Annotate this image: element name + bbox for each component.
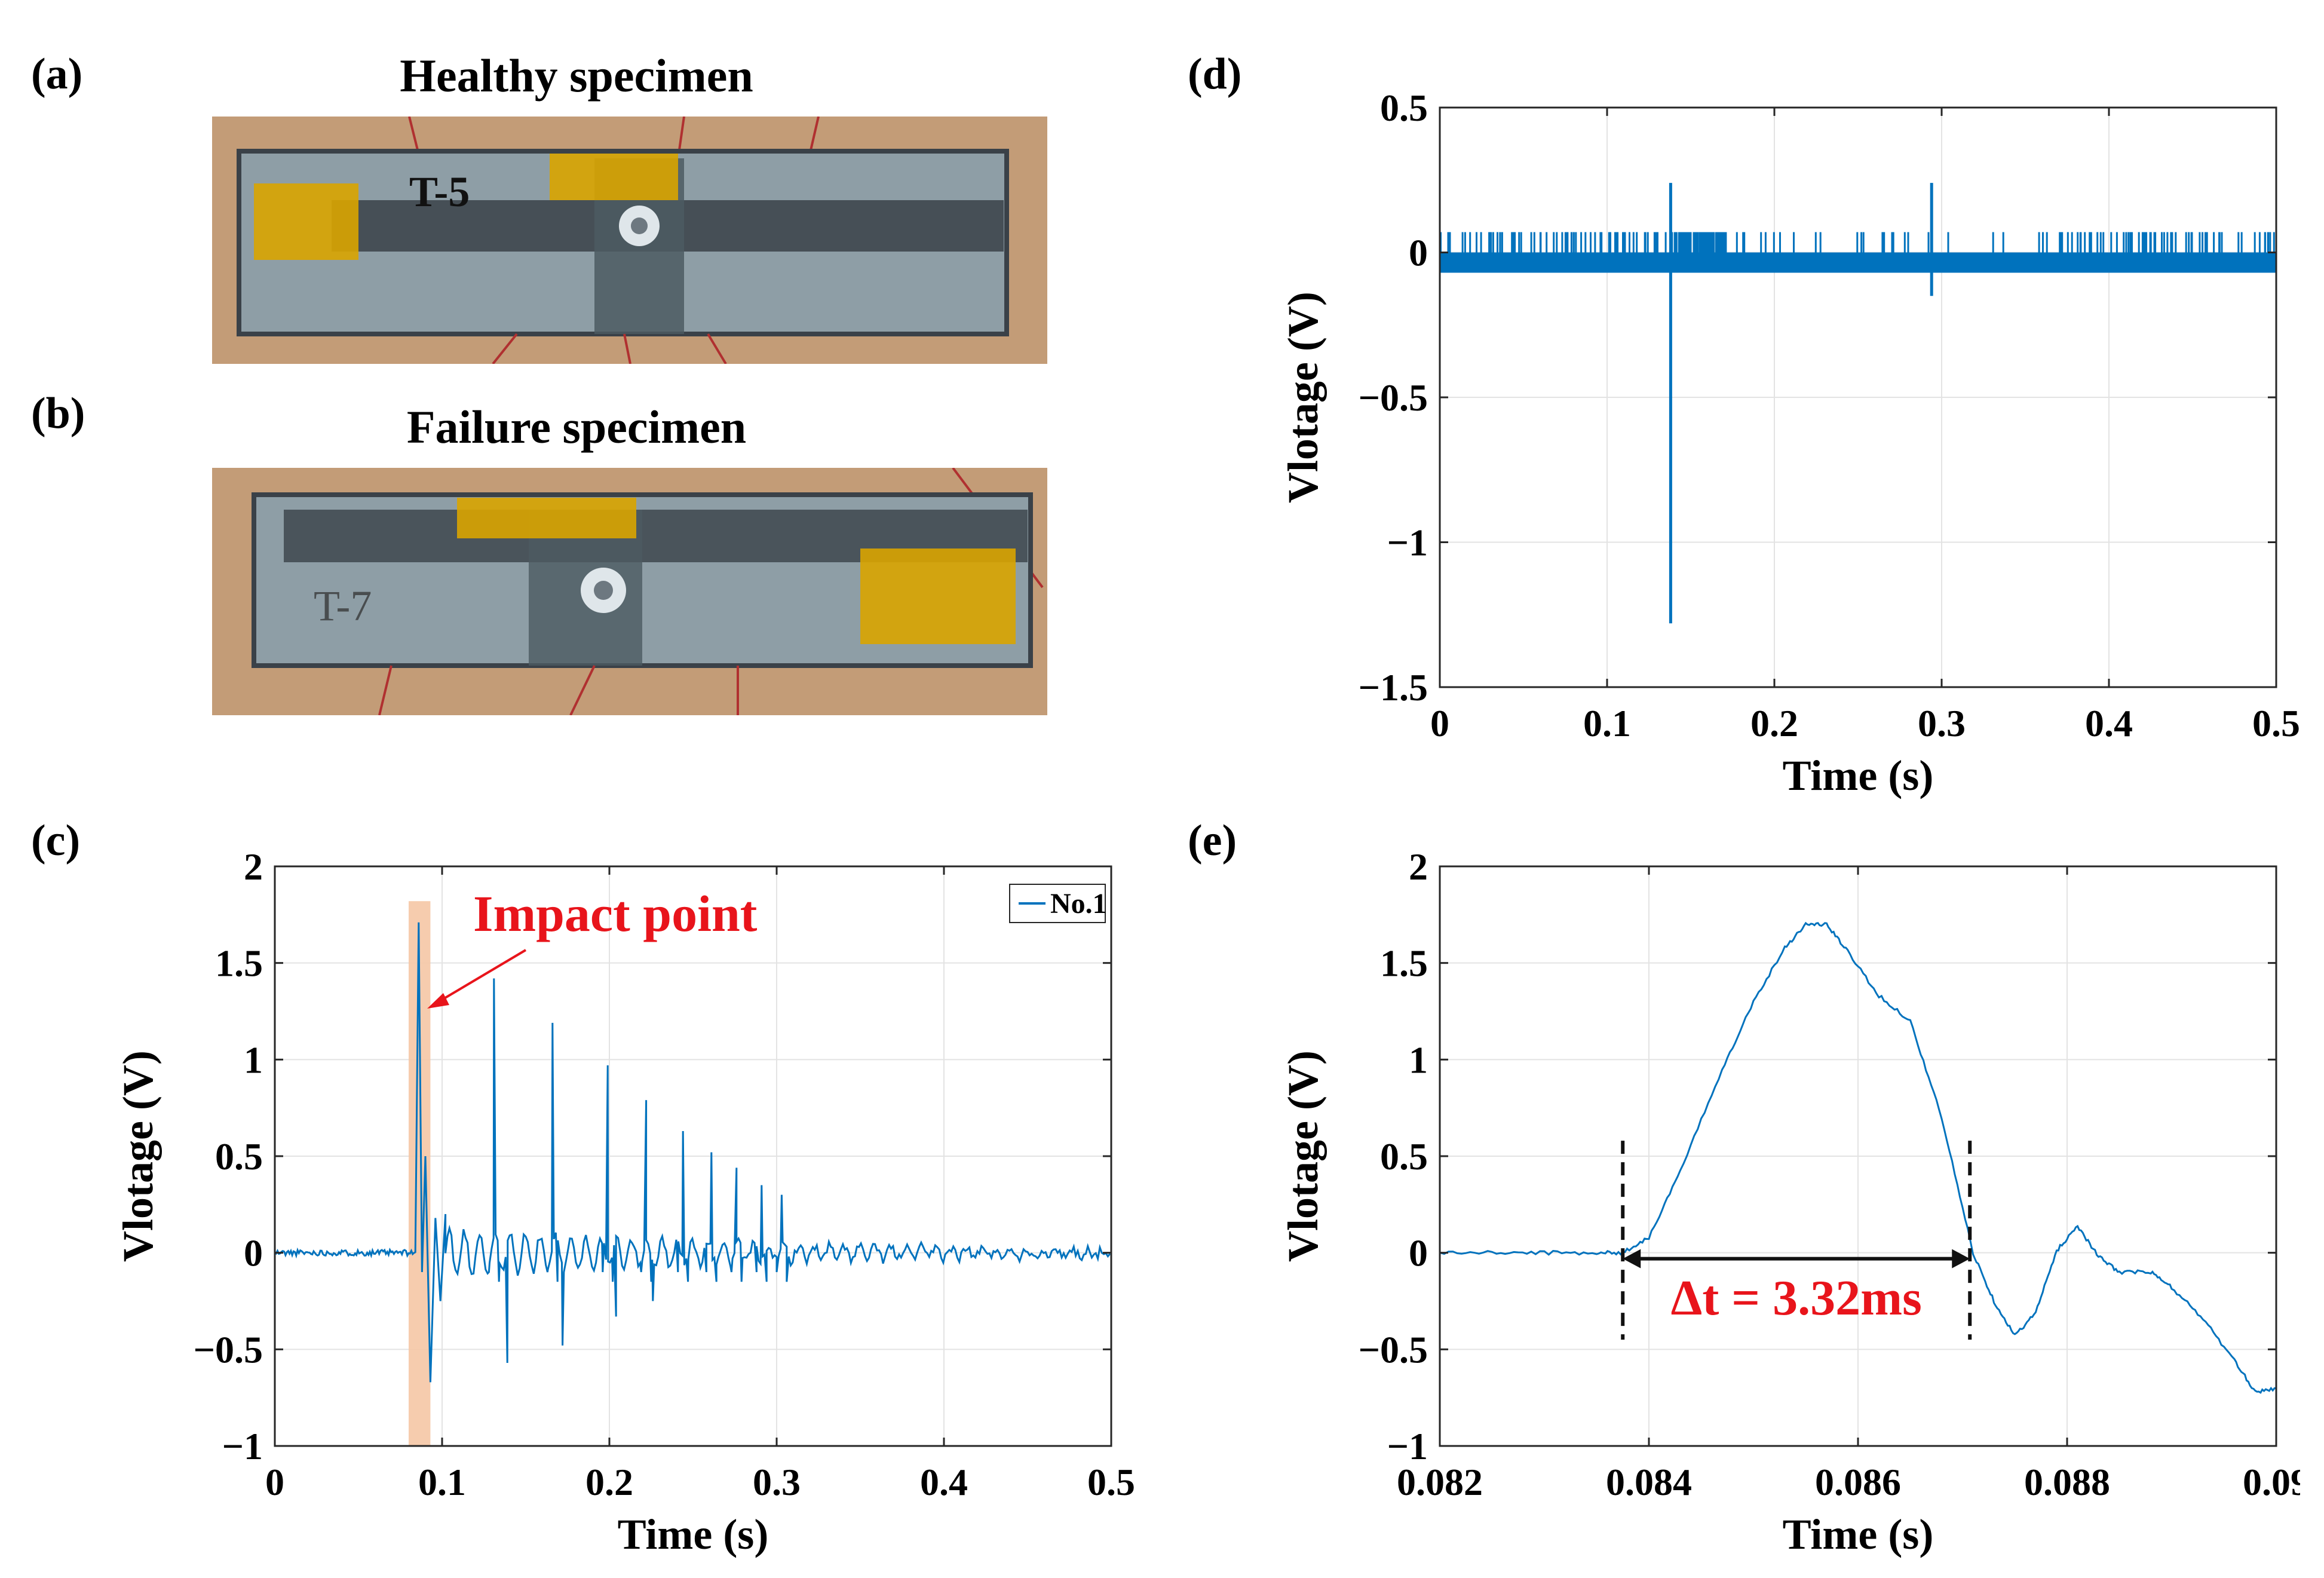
delta-t-arrow-right-head	[1952, 1249, 1970, 1268]
x-tick-label: 0.5	[1087, 1461, 1135, 1503]
failure-specimen-marking: T-7	[314, 582, 372, 630]
baseline-noise-spikes	[1439, 232, 2275, 253]
chart-d: 0 0.1 0.2 0.3 0.4 0.5 −1.5 −1 −0.5 0 0.5 Time (s) Vl…	[1279, 87, 2300, 799]
y-tick-label: 2	[1409, 848, 1428, 888]
y-tick-label: −1	[222, 1425, 263, 1467]
y-tick-label: 2	[244, 848, 263, 888]
y-tick-label: 1	[244, 1038, 263, 1081]
x-tick-label: 0.3	[1918, 702, 1966, 744]
x-tick-label: 0.1	[418, 1461, 466, 1503]
chart-e: Δt = 3.32ms 0.082 0.084 0.086 0.088 0.09 −1 −0.…	[1279, 848, 2300, 1558]
x-tick-label: 0	[265, 1461, 284, 1503]
healthy-specimen-illustration: T-5	[212, 117, 1047, 364]
x-tick-label: 0.1	[1583, 702, 1631, 744]
grid-lines	[1439, 107, 2277, 688]
x-axis-label: Time (s)	[1783, 1510, 1934, 1558]
signal-series-d	[1439, 183, 2276, 624]
healthy-specimen-photo: T-5	[212, 117, 1047, 364]
y-tick-label: 0.5	[1380, 1135, 1428, 1178]
panel-label-a: (a)	[31, 50, 83, 99]
y-tick-label: −0.5	[1359, 376, 1428, 419]
y-axis-label: Vlotage (V)	[114, 1050, 162, 1262]
panel-label-b: (b)	[31, 389, 85, 438]
x-tick-label: 0.2	[1750, 702, 1798, 744]
x-tick-label: 0.4	[2085, 702, 2133, 744]
delta-t-arrow-left-head	[1623, 1249, 1641, 1268]
y-tick-label: 1	[1409, 1038, 1428, 1081]
y-tick-label: 1.5	[215, 942, 263, 985]
x-tick-label: 0.3	[753, 1461, 801, 1503]
x-tick-label: 0.088	[2024, 1461, 2110, 1503]
grid-lines	[274, 866, 1112, 1447]
panel-label-e: (e)	[1188, 816, 1237, 865]
chart-c: No.1 Impact point 0 0.1 0.2 0.3 0.4 0.5 −1 −0.5 0 0…	[114, 848, 1135, 1558]
x-axis-label: Time (s)	[618, 1510, 769, 1558]
failure-specimen-title: Failure specimen	[406, 401, 747, 453]
legend-label: No.1	[1050, 888, 1107, 920]
y-tick-label: 0.5	[1380, 87, 1428, 129]
legend: No.1	[1009, 884, 1107, 923]
y-tick-label: 0.5	[215, 1135, 263, 1178]
y-tick-label: 1.5	[1380, 942, 1428, 985]
healthy-specimen-title: Healthy specimen	[400, 50, 753, 102]
failure-specimen-illustration: T-7	[212, 468, 1047, 715]
y-tick-label: −1	[1387, 1425, 1428, 1467]
y-tick-label: 0	[1409, 1232, 1428, 1274]
panel-label-c: (c)	[31, 816, 81, 865]
healthy-specimen-marking: T-5	[409, 168, 470, 216]
impact-point-arrow-line	[432, 949, 527, 1006]
y-tick-label: −1	[1387, 522, 1428, 564]
baseline-band	[1440, 252, 2276, 273]
y-tick-label: 0	[244, 1232, 263, 1274]
impact-point-annotation: Impact point	[473, 885, 758, 942]
y-tick-label: −0.5	[1359, 1328, 1428, 1371]
y-tick-label: −1.5	[1359, 666, 1428, 709]
y-axis-label: Vlotage (V)	[1279, 292, 1327, 503]
y-tick-label: 0	[1409, 232, 1428, 274]
y-tick-label: −0.5	[194, 1328, 263, 1371]
x-tick-label: 0.2	[585, 1461, 633, 1503]
delta-t-label: Δt = 3.32ms	[1671, 1270, 1922, 1326]
impact-point-arrow-head	[427, 993, 449, 1009]
y-axis-label: Vlotage (V)	[1279, 1050, 1327, 1262]
signal-series-no1	[274, 922, 1111, 1383]
panel-label-d: (d)	[1188, 50, 1242, 99]
x-tick-label: 0	[1430, 702, 1449, 744]
x-tick-label: 0.082	[1397, 1461, 1483, 1503]
failure-specimen-photo: T-7	[212, 468, 1047, 715]
x-tick-label: 0.4	[920, 1461, 968, 1503]
x-tick-label: 0.084	[1606, 1461, 1692, 1503]
x-tick-label: 0.5	[2252, 702, 2300, 744]
x-tick-label: 0.09	[2243, 1461, 2300, 1503]
x-tick-label: 0.086	[1815, 1461, 1901, 1503]
grid-lines	[1439, 866, 2277, 1447]
x-axis-label: Time (s)	[1783, 752, 1934, 799]
signal-series-zoom	[1439, 921, 2277, 1394]
